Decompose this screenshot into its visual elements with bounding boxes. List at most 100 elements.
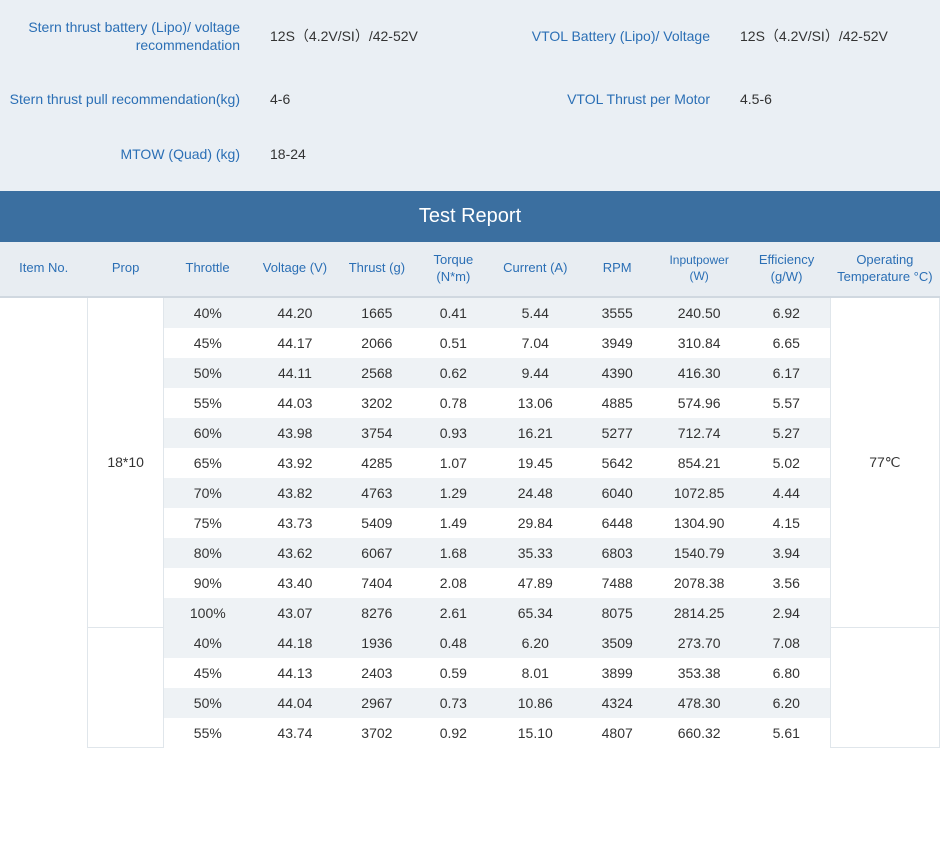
col-header: Item No. [0, 242, 87, 297]
spec-value: 12S（4.2V/SI）/42-52V [260, 26, 418, 46]
table-cell: 6.80 [743, 658, 830, 688]
spec-value: 4-6 [260, 91, 290, 107]
table-cell: 0.92 [415, 718, 491, 748]
table-cell: 44.03 [251, 388, 338, 418]
table-cell: 100% [164, 598, 251, 628]
table-cell: 16.21 [492, 418, 579, 448]
table-cell: 43.62 [251, 538, 338, 568]
table-cell: 5642 [579, 448, 655, 478]
table-row: 40%44.1819360.486.203509273.707.08 [0, 628, 940, 658]
table-cell: 4807 [579, 718, 655, 748]
table-cell: 5.57 [743, 388, 830, 418]
table-cell: 7.08 [743, 628, 830, 658]
table-cell: 1.49 [415, 508, 491, 538]
table-cell: 2.94 [743, 598, 830, 628]
table-cell: 60% [164, 418, 251, 448]
table-cell: 6.17 [743, 358, 830, 388]
table-cell: 0.78 [415, 388, 491, 418]
table-cell: 43.40 [251, 568, 338, 598]
table-cell: 2568 [339, 358, 415, 388]
table-cell: 3.56 [743, 568, 830, 598]
table-cell: 4885 [579, 388, 655, 418]
table-cell: 43.73 [251, 508, 338, 538]
test-report-table: Item No. Prop Throttle Voltage (V) Thrus… [0, 242, 940, 748]
prop-cell [87, 628, 163, 748]
table-cell: 8.01 [492, 658, 579, 688]
table-cell: 29.84 [492, 508, 579, 538]
table-cell: 45% [164, 328, 251, 358]
table-cell: 0.48 [415, 628, 491, 658]
table-cell: 44.17 [251, 328, 338, 358]
report-title: Test Report [0, 191, 940, 242]
table-cell: 1.68 [415, 538, 491, 568]
table-cell: 5277 [579, 418, 655, 448]
table-cell: 44.11 [251, 358, 338, 388]
table-cell: 5.27 [743, 418, 830, 448]
table-cell: 6448 [579, 508, 655, 538]
table-cell: 240.50 [655, 297, 742, 328]
table-cell: 7404 [339, 568, 415, 598]
table-cell: 50% [164, 358, 251, 388]
table-cell: 712.74 [655, 418, 742, 448]
table-cell: 1936 [339, 628, 415, 658]
table-cell: 3509 [579, 628, 655, 658]
item-no-cell [0, 297, 87, 748]
col-header: Thrust (g) [339, 242, 415, 297]
table-cell: 310.84 [655, 328, 742, 358]
table-cell: 1072.85 [655, 478, 742, 508]
table-cell: 3702 [339, 718, 415, 748]
table-cell: 416.30 [655, 358, 742, 388]
spec-row-2: Stern thrust pull recommendation(kg) 4-6… [0, 82, 940, 116]
col-header: Operating Temperature °C) [830, 242, 939, 297]
table-cell: 1.07 [415, 448, 491, 478]
table-cell: 10.86 [492, 688, 579, 718]
table-cell: 7488 [579, 568, 655, 598]
table-cell: 1540.79 [655, 538, 742, 568]
table-row: 18*1040%44.2016650.415.443555240.506.927… [0, 297, 940, 328]
table-cell: 6067 [339, 538, 415, 568]
table-cell: 44.04 [251, 688, 338, 718]
table-cell: 50% [164, 688, 251, 718]
temp-cell [830, 628, 939, 748]
table-cell: 2.61 [415, 598, 491, 628]
table-cell: 1304.90 [655, 508, 742, 538]
table-cell: 75% [164, 508, 251, 538]
table-cell: 273.70 [655, 628, 742, 658]
spec-value: 4.5-6 [730, 91, 772, 107]
table-cell: 4.44 [743, 478, 830, 508]
col-header: Torque (N*m) [415, 242, 491, 297]
table-cell: 0.93 [415, 418, 491, 448]
spec-row-3: MTOW (Quad) (kg) 18-24 [0, 137, 940, 171]
table-cell: 9.44 [492, 358, 579, 388]
table-cell: 4390 [579, 358, 655, 388]
table-cell: 7.04 [492, 328, 579, 358]
spec-label: Stern thrust pull recommendation(kg) [0, 90, 260, 108]
table-cell: 55% [164, 388, 251, 418]
table-cell: 5409 [339, 508, 415, 538]
table-cell: 6803 [579, 538, 655, 568]
table-cell: 2403 [339, 658, 415, 688]
table-cell: 8276 [339, 598, 415, 628]
table-cell: 2967 [339, 688, 415, 718]
table-cell: 1665 [339, 297, 415, 328]
table-cell: 2066 [339, 328, 415, 358]
table-cell: 5.44 [492, 297, 579, 328]
table-cell: 0.62 [415, 358, 491, 388]
table-cell: 43.92 [251, 448, 338, 478]
col-header: Current (A) [492, 242, 579, 297]
table-cell: 24.48 [492, 478, 579, 508]
table-cell: 6.92 [743, 297, 830, 328]
spec-row-1: Stern thrust battery (Lipo)/ voltage rec… [0, 10, 940, 62]
spec-section: Stern thrust battery (Lipo)/ voltage rec… [0, 0, 940, 191]
table-cell: 4.15 [743, 508, 830, 538]
table-cell: 5.61 [743, 718, 830, 748]
table-cell: 353.38 [655, 658, 742, 688]
prop-cell: 18*10 [87, 297, 163, 628]
table-cell: 80% [164, 538, 251, 568]
table-cell: 3899 [579, 658, 655, 688]
table-cell: 3949 [579, 328, 655, 358]
table-cell: 43.98 [251, 418, 338, 448]
table-cell: 574.96 [655, 388, 742, 418]
col-header: Voltage (V) [251, 242, 338, 297]
table-cell: 6.65 [743, 328, 830, 358]
